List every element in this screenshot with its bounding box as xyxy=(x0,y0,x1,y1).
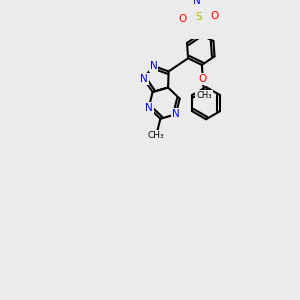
Text: N: N xyxy=(140,74,148,84)
Text: N: N xyxy=(150,61,158,71)
Text: O: O xyxy=(210,11,218,21)
Text: O: O xyxy=(179,14,187,24)
Text: CH₃: CH₃ xyxy=(196,91,212,100)
Text: N: N xyxy=(145,103,153,112)
Text: O: O xyxy=(199,74,207,84)
Text: N: N xyxy=(194,0,201,6)
Text: CH₃: CH₃ xyxy=(148,131,165,140)
Text: S: S xyxy=(195,13,202,22)
Text: N: N xyxy=(172,109,180,119)
